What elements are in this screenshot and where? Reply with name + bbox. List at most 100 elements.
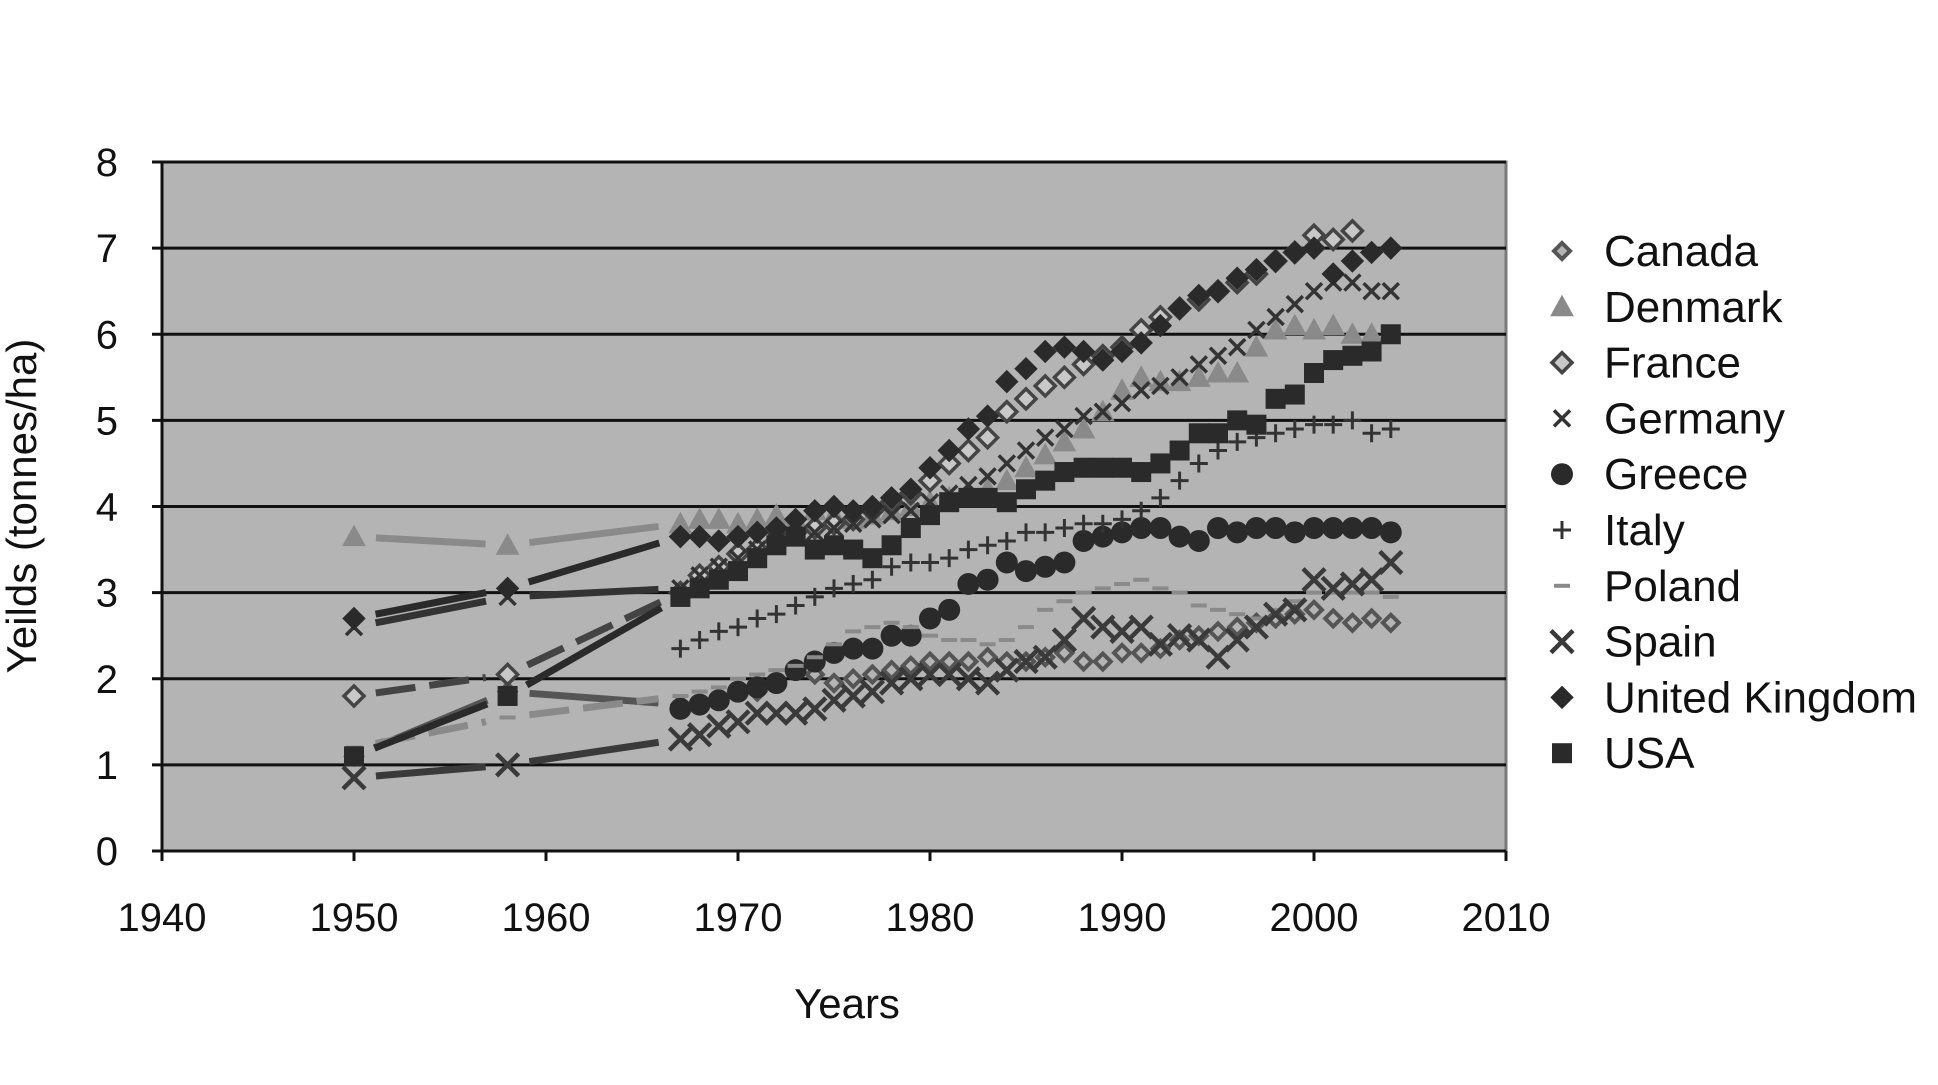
point-usa-1989 <box>1092 457 1113 478</box>
point-greece-2001 <box>1322 517 1345 540</box>
legend-marker-denmark <box>1550 294 1574 317</box>
y-tick-label-4: 4 <box>96 486 118 530</box>
point-spain-1950 <box>341 765 367 791</box>
point-italy-1975 <box>825 579 843 598</box>
point-denmark-2000 <box>1302 317 1326 340</box>
point-greece-1992 <box>1149 517 1172 540</box>
legend-marker-united-kingdom <box>1550 685 1574 710</box>
point-canada-1981 <box>938 650 961 673</box>
point-united-kingdom-1989 <box>1091 348 1115 372</box>
point-denmark-1998 <box>1263 317 1288 340</box>
point-usa-1973 <box>785 526 806 547</box>
point-denmark-1987 <box>1052 429 1077 452</box>
point-united-kingdom-1997 <box>1244 257 1269 282</box>
point-greece-1985 <box>1015 560 1037 583</box>
point-greece-1987 <box>1053 551 1076 574</box>
point-greece-1970 <box>727 680 749 703</box>
point-italy-1969 <box>709 622 728 641</box>
legend-label-canada: Canada <box>1604 227 1759 276</box>
point-united-kingdom-1968 <box>687 524 712 549</box>
series-poland <box>346 577 1399 750</box>
point-usa-2003 <box>1361 341 1382 362</box>
point-denmark-1985 <box>1014 455 1038 478</box>
point-italy-1991 <box>1132 501 1151 520</box>
trend-segment-spain <box>528 738 660 766</box>
point-united-kingdom-1978 <box>879 486 904 510</box>
series-usa <box>344 324 1401 767</box>
point-canada-2002 <box>1341 611 1364 634</box>
point-usa-1999 <box>1284 384 1305 405</box>
point-spain-1974 <box>802 696 828 722</box>
x-tick-label-1990: 1990 <box>1078 896 1167 940</box>
legend-label-spain: Spain <box>1604 618 1717 667</box>
series-united-kingdom <box>342 236 1403 631</box>
point-greece-2000 <box>1303 517 1325 540</box>
point-canada-1990 <box>1111 642 1133 664</box>
point-united-kingdom-1979 <box>899 477 923 501</box>
point-germany-1987 <box>1055 419 1074 439</box>
legend-label-poland: Poland <box>1604 562 1741 611</box>
series-germany <box>344 273 1401 637</box>
point-italy-1993 <box>1170 471 1189 490</box>
point-usa-1986 <box>1035 470 1056 491</box>
y-tick-label-8: 8 <box>96 141 118 185</box>
point-spain-1958 <box>495 752 521 778</box>
point-greece-1998 <box>1264 517 1287 540</box>
point-germany-1989 <box>1093 402 1113 422</box>
point-canada-1989 <box>1091 650 1114 673</box>
point-germany-1974 <box>805 523 825 542</box>
point-canada-1991 <box>1130 642 1153 664</box>
point-united-kingdom-1987 <box>1052 335 1077 359</box>
legend-marker-canada <box>1551 240 1573 262</box>
point-greece-1982 <box>957 573 980 596</box>
legend-label-greece: Greece <box>1604 450 1748 499</box>
point-spain-1968 <box>687 722 713 748</box>
point-italy-1992 <box>1151 488 1170 507</box>
point-spain-1985 <box>1013 648 1039 675</box>
series-italy <box>671 411 1400 658</box>
point-italy-1990 <box>1113 510 1131 529</box>
point-usa-1975 <box>824 535 844 556</box>
point-greece-1991 <box>1130 517 1153 540</box>
point-usa-1987 <box>1054 462 1075 483</box>
x-tick-label-2010: 2010 <box>1462 896 1551 940</box>
point-spain-1971 <box>744 700 770 726</box>
x-tick-label-1970: 1970 <box>694 896 783 940</box>
point-greece-1977 <box>861 637 884 660</box>
series-greece <box>669 517 1402 720</box>
point-germany-1990 <box>1112 393 1132 413</box>
trend-segment-united-kingdom <box>374 589 487 618</box>
point-united-kingdom-1976 <box>841 499 865 523</box>
point-germany-1996 <box>1227 337 1247 357</box>
point-usa-1988 <box>1073 457 1094 478</box>
point-italy-1999 <box>1285 419 1304 438</box>
point-italy-1995 <box>1209 441 1227 460</box>
trend-segment-spain <box>375 763 486 780</box>
point-greece-2004 <box>1379 521 1402 544</box>
point-united-kingdom-1999 <box>1283 240 1307 265</box>
point-spain-1988 <box>1071 605 1097 632</box>
point-spain-1976 <box>840 683 866 709</box>
trend-segment-denmark <box>375 534 486 548</box>
point-greece-1972 <box>765 672 788 695</box>
point-spain-1989 <box>1090 614 1116 640</box>
point-canada-1977 <box>861 663 884 686</box>
trend-segment-germany <box>374 597 487 627</box>
legend-item-canada: Canada <box>1551 227 1759 276</box>
point-spain-1970 <box>725 709 751 735</box>
point-denmark-1991 <box>1129 365 1154 387</box>
point-italy-1988 <box>1074 514 1093 533</box>
point-spain-1987 <box>1051 627 1077 653</box>
point-united-kingdom-1982 <box>956 417 981 441</box>
point-greece-1978 <box>880 624 903 647</box>
point-canada-1975 <box>823 672 845 694</box>
point-united-kingdom-1984 <box>995 369 1019 394</box>
point-denmark-1969 <box>706 507 731 529</box>
point-canada-2001 <box>1322 607 1345 630</box>
point-denmark-1995 <box>1206 360 1230 383</box>
point-united-kingdom-1967 <box>668 524 693 549</box>
point-france-1984 <box>994 399 1020 425</box>
point-united-kingdom-1990 <box>1110 339 1134 364</box>
point-italy-1983 <box>978 536 997 555</box>
point-united-kingdom-1998 <box>1263 249 1288 273</box>
